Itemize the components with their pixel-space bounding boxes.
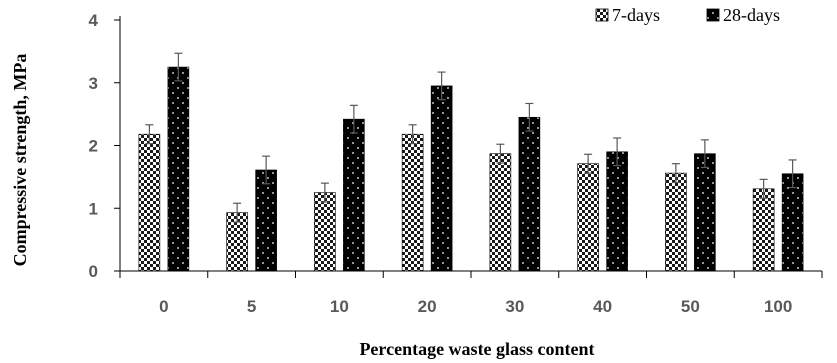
legend-label: 7-days [612,5,660,25]
x-axis-title: Percentage waste glass content [359,339,594,359]
legend-item-7-days: 7-days [595,5,660,25]
error-bar [759,178,768,199]
x-axis-ticks: 0 5 10 20 30 40 50 100 [119,271,823,316]
x-tick-label: 5 [247,297,256,316]
legend-swatch [595,8,609,22]
x-tick-label: 30 [505,297,524,316]
error-bar [349,104,358,134]
y-tick-label: 4 [89,11,99,30]
error-bar [496,143,505,164]
bar-28-days-5 [255,169,277,272]
bar-7-days-100 [752,188,775,272]
error-bar [700,139,709,169]
y-axis-title: Compressive strength, MPa [10,54,30,267]
y-tick-label: 0 [89,262,98,281]
bar-7-days-50 [665,172,687,272]
error-bar [174,52,183,82]
axes [119,16,822,272]
bar-7-days-0 [138,133,161,272]
bar-7-days-40 [577,163,599,272]
x-tick-label: 40 [593,297,612,316]
bar-7-days-10 [314,192,336,272]
y-tick-label: 1 [89,199,98,218]
error-bar [613,137,622,167]
error-bar [437,71,446,101]
legend-label: 28-days [723,5,780,25]
x-tick-label: 100 [764,297,792,316]
y-tick-label: 2 [89,137,98,156]
legend: 7-days 28-days [595,5,780,25]
error-bar [584,153,593,174]
bar-28-days-50 [694,153,716,272]
error-bar [145,124,154,145]
x-tick-label: 0 [159,297,168,316]
bar-28-days-20 [430,85,453,272]
error-bar [320,182,329,203]
error-bar [525,102,534,132]
bar-28-days-0 [167,66,190,272]
error-bar [671,163,680,184]
error-bar [788,159,797,189]
y-tick-label: 3 [89,74,98,93]
bar-28-days-40 [606,151,628,272]
error-bar [408,124,417,145]
bar-7-days-20 [401,133,424,272]
x-tick-label: 20 [418,297,437,316]
bar-28-days-30 [518,116,541,272]
y-axis-ticks: 0 1 2 3 4 [89,11,120,281]
legend-item-28-days: 28-days [706,5,780,25]
x-tick-label: 10 [330,297,349,316]
x-tick-label: 50 [681,297,700,316]
bar-28-days-10 [343,118,365,272]
error-bar [233,202,242,223]
legend-swatch [706,8,720,22]
error-bar [262,155,271,185]
bar-7-days-30 [489,153,512,272]
bars [138,52,804,272]
bar-28-days-100 [781,173,804,272]
